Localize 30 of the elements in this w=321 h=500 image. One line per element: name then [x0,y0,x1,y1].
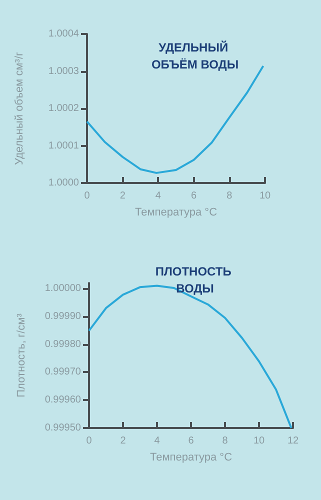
y-tick-label: 1.0003 [48,66,80,77]
x-tick-label: 4 [155,190,162,202]
x-tick-label: 0 [86,436,92,446]
text: УДЕЛЬНЫЙ ОБЪЁМ ВОДЫ [151,40,239,72]
y-axis-title: Плотность, г/см³ [16,313,28,398]
y-tick-label: 1.00000 [44,283,82,294]
y-axis-title: Удельный объем см³/г [14,52,26,166]
y-tick-label: 0.99970 [44,366,82,378]
x-axis-title: Температура °C [150,452,232,464]
x-tick-label: 12 [287,436,299,446]
x-tick-label: 2 [120,436,126,446]
y-tick-label: 0.99980 [44,338,82,350]
x-tick-label: 6 [191,190,198,202]
y-tick-label: 0.99950 [44,422,82,434]
x-tick-label: 8 [222,436,228,446]
x-tick-label: 0 [84,190,90,202]
y-tick-label: 0.99960 [44,394,82,406]
x-tick-label: 10 [259,190,271,202]
y-tick-label: 1.0002 [48,103,80,114]
x-tick-label: 4 [154,436,160,446]
x-tick-label: 2 [120,190,126,202]
y-tick-label: 1.0000 [48,178,80,188]
x-axis-title: Температура °C [134,206,218,218]
y-tick-label: 1.0001 [48,140,80,152]
y-tick-label: 1.0004 [48,28,80,40]
chart-title: ПЛОТНОСТЬ ВОДЫ [155,264,235,296]
x-tick-label: 8 [226,190,233,202]
x-tick-label: 10 [253,436,265,446]
x-tick-label: 6 [188,436,194,446]
y-tick-label: 0.99990 [44,310,82,322]
